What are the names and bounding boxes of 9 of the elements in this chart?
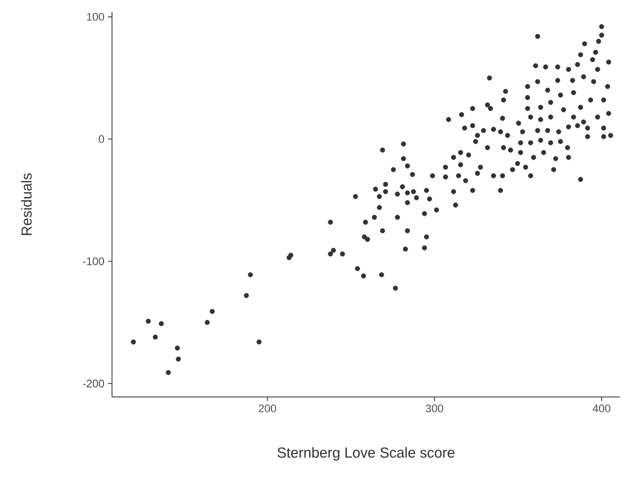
x-axis-title: Sternberg Love Scale score [278, 447, 454, 461]
y-tick-label: 0 [98, 135, 104, 143]
y-tick-label: -200 [83, 380, 104, 388]
y-tick-label: -100 [83, 257, 104, 266]
y-axis-title: Residuals [21, 173, 32, 236]
x-tick-label: 200 [258, 404, 276, 412]
x-tick-label: 400 [592, 404, 610, 412]
x-tick-label: 300 [426, 404, 444, 412]
y-tick-label: 100 [87, 13, 104, 21]
